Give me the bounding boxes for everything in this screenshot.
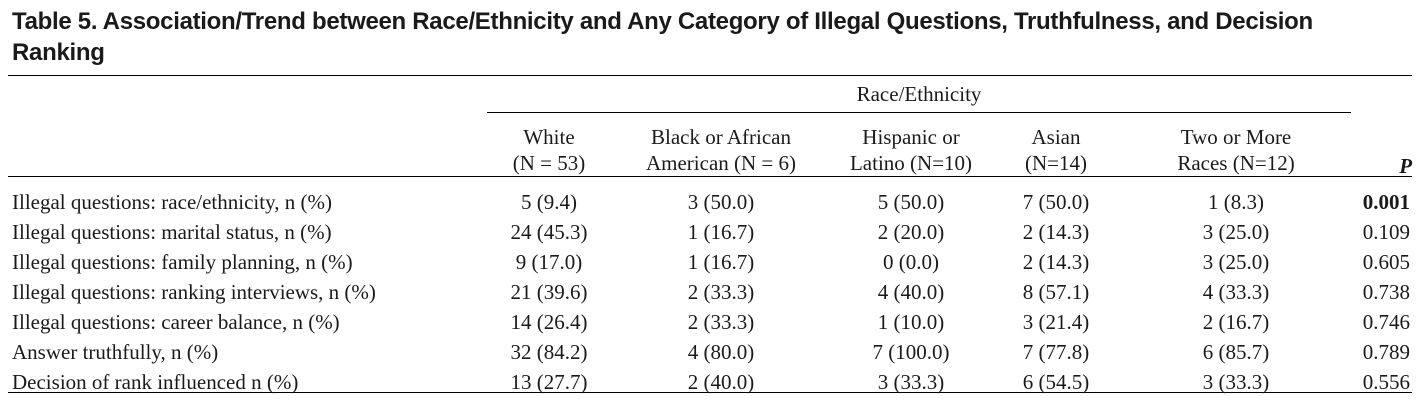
empty-header-cell xyxy=(12,112,487,185)
p-value-cell: 0.109 xyxy=(1362,220,1411,244)
column-header-rule xyxy=(8,176,1412,177)
table-cell: 1 (8.3) xyxy=(1208,190,1265,214)
table-cell: 3 (50.0) xyxy=(687,190,755,214)
table-cell: 14 (26.4) xyxy=(510,310,588,334)
table-cell: 3 (33.3) xyxy=(1202,370,1270,394)
p-value-cell: 0.789 xyxy=(1362,340,1411,364)
table-cell: 2 (14.3) xyxy=(1022,220,1090,244)
row-label: Answer truthfully, n (%) xyxy=(12,340,219,364)
table-cell: 13 (27.7) xyxy=(510,370,588,394)
column-header-two-or-more: Two or More Races (N=12) xyxy=(1177,125,1295,175)
table-cell: 9 (17.0) xyxy=(515,250,583,274)
empty-header-cell xyxy=(12,76,487,112)
table-cell: 1 (10.0) xyxy=(877,310,945,334)
row-label: Illegal questions: marital status, n (%) xyxy=(12,220,332,244)
table-cell: 2 (33.3) xyxy=(687,310,755,334)
table-cell: 6 (54.5) xyxy=(1022,370,1090,394)
column-header-asian: Asian (N=14) xyxy=(1025,125,1087,175)
table-cell: 2 (16.7) xyxy=(1202,310,1270,334)
row-label: Decision of rank influenced n (%) xyxy=(12,370,299,394)
p-value-cell: 0.556 xyxy=(1362,370,1411,394)
table-cell: 1 (16.7) xyxy=(687,220,755,244)
table-cell: 2 (33.3) xyxy=(687,280,755,304)
table-cell: 4 (80.0) xyxy=(687,340,755,364)
table-bottom-rule xyxy=(8,392,1412,393)
table-cell: 7 (50.0) xyxy=(1022,190,1090,214)
table-cell: 5 (9.4) xyxy=(521,190,577,214)
table-row: Answer truthfully, n (%) 32 (84.2) 4 (80… xyxy=(12,337,1412,367)
column-header-row: White (N = 53) Black or African American… xyxy=(12,112,1412,185)
table-cell: 2 (20.0) xyxy=(877,220,945,244)
p-value-cell: 0.746 xyxy=(1362,310,1411,334)
table-cell: 4 (33.3) xyxy=(1202,280,1270,304)
table-row: Illegal questions: family planning, n (%… xyxy=(12,247,1412,277)
p-value-cell: 0.738 xyxy=(1362,280,1411,304)
table-cell: 7 (100.0) xyxy=(872,340,950,364)
race-ethnicity-group-header: Race/Ethnicity xyxy=(856,81,982,106)
table-cell: 8 (57.1) xyxy=(1022,280,1090,304)
row-label: Illegal questions: career balance, n (%) xyxy=(12,310,340,334)
group-header-rule xyxy=(487,112,1351,113)
p-value-cell: 0.605 xyxy=(1362,250,1411,274)
table-cell: 24 (45.3) xyxy=(510,220,588,244)
table-row: Decision of rank influenced n (%) 13 (27… xyxy=(12,367,1412,397)
table-cell: 6 (85.7) xyxy=(1202,340,1270,364)
column-header-p-value: P xyxy=(1399,154,1413,178)
column-header-hispanic: Hispanic or Latino (N=10) xyxy=(849,125,973,175)
table-row: Illegal questions: race/ethnicity, n (%)… xyxy=(12,185,1412,217)
table-cell: 4 (40.0) xyxy=(877,280,945,304)
row-label: Illegal questions: family planning, n (%… xyxy=(12,250,353,274)
table-caption: Table 5. Association/Trend between Race/… xyxy=(12,6,1402,68)
table-cell: 3 (21.4) xyxy=(1022,310,1090,334)
row-label: Illegal questions: race/ethnicity, n (%) xyxy=(12,190,332,214)
table-cell: 3 (33.3) xyxy=(877,370,945,394)
results-table: Race/Ethnicity White (N = 53) Black or A… xyxy=(12,76,1412,397)
table-cell: 2 (14.3) xyxy=(1022,250,1090,274)
table-cell: 5 (50.0) xyxy=(877,190,945,214)
table-cell: 1 (16.7) xyxy=(687,250,755,274)
table-row: Illegal questions: career balance, n (%)… xyxy=(12,307,1412,337)
empty-header-cell xyxy=(1351,76,1412,112)
table-row: Illegal questions: marital status, n (%)… xyxy=(12,217,1412,247)
group-header-row: Race/Ethnicity xyxy=(12,76,1412,112)
table-cell: 21 (39.6) xyxy=(510,280,588,304)
table-cell: 3 (25.0) xyxy=(1202,250,1270,274)
table-row: Illegal questions: ranking interviews, n… xyxy=(12,277,1412,307)
table-cell: 7 (77.8) xyxy=(1022,340,1090,364)
table-cell: 0 (0.0) xyxy=(883,250,939,274)
p-value-cell: 0.001 xyxy=(1362,190,1411,214)
table-top-rule xyxy=(8,75,1412,76)
table-cell: 32 (84.2) xyxy=(510,340,588,364)
table-caption-line1: Table 5. Association/Trend between Race/… xyxy=(12,8,1313,35)
column-header-white: White (N = 53) xyxy=(512,125,586,175)
table-cell: 3 (25.0) xyxy=(1202,220,1270,244)
column-header-black: Black or African American (N = 6) xyxy=(645,125,797,175)
row-label: Illegal questions: ranking interviews, n… xyxy=(12,280,376,304)
table-caption-line2: Ranking xyxy=(12,39,105,66)
table-cell: 2 (40.0) xyxy=(687,370,755,394)
